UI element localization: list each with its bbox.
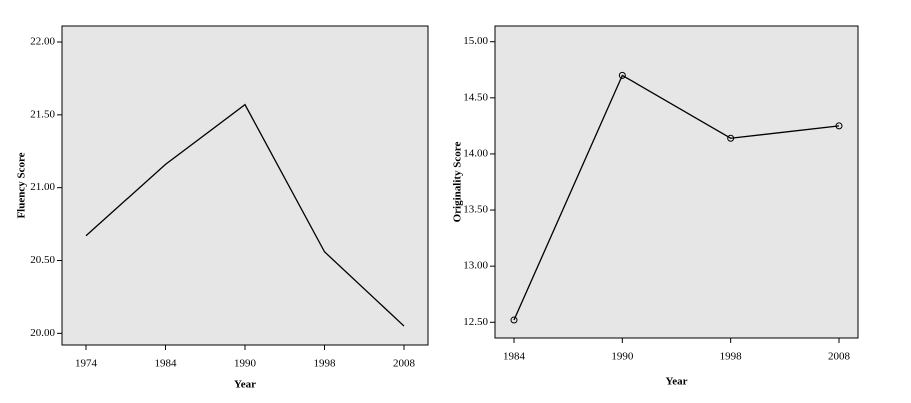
y-tick-label: 20.00 [30, 327, 55, 339]
point [618, 71, 626, 79]
y-axis-title: Originality Score [452, 142, 464, 223]
point [727, 134, 735, 142]
line [85, 103, 405, 327]
y-tick-label: 13.50 [463, 204, 488, 216]
x-axis-title: Year [666, 376, 688, 388]
x-tick-label: 1984 [155, 358, 178, 370]
plot-area [494, 25, 859, 339]
y-tick-label: 22.00 [30, 36, 55, 48]
y-tick-label: 21.50 [30, 108, 55, 120]
x-tick-label: 1984 [503, 351, 526, 363]
x-tick-label: 1990 [611, 351, 634, 363]
x-tick-label: 2008 [828, 351, 851, 363]
point [510, 316, 518, 324]
y-tick-label: 20.50 [30, 254, 55, 266]
line [513, 74, 840, 321]
x-tick-label: 1998 [720, 351, 743, 363]
y-tick-label: 14.50 [463, 91, 488, 103]
x-tick-label: 1990 [234, 358, 257, 370]
y-tick-label: 14.00 [463, 147, 488, 159]
y-tick-label: 21.00 [30, 181, 55, 193]
x-axis-title: Year [234, 379, 256, 391]
y-axis-title: Fluency Score [16, 152, 28, 218]
x-tick-label: 1998 [314, 358, 337, 370]
point [835, 122, 843, 130]
x-tick-label: 2008 [393, 358, 416, 370]
x-tick-label: 1974 [75, 358, 98, 370]
y-tick-label: 13.00 [463, 260, 488, 272]
y-tick-label: 15.00 [463, 35, 488, 47]
y-tick-label: 12.50 [463, 316, 488, 328]
